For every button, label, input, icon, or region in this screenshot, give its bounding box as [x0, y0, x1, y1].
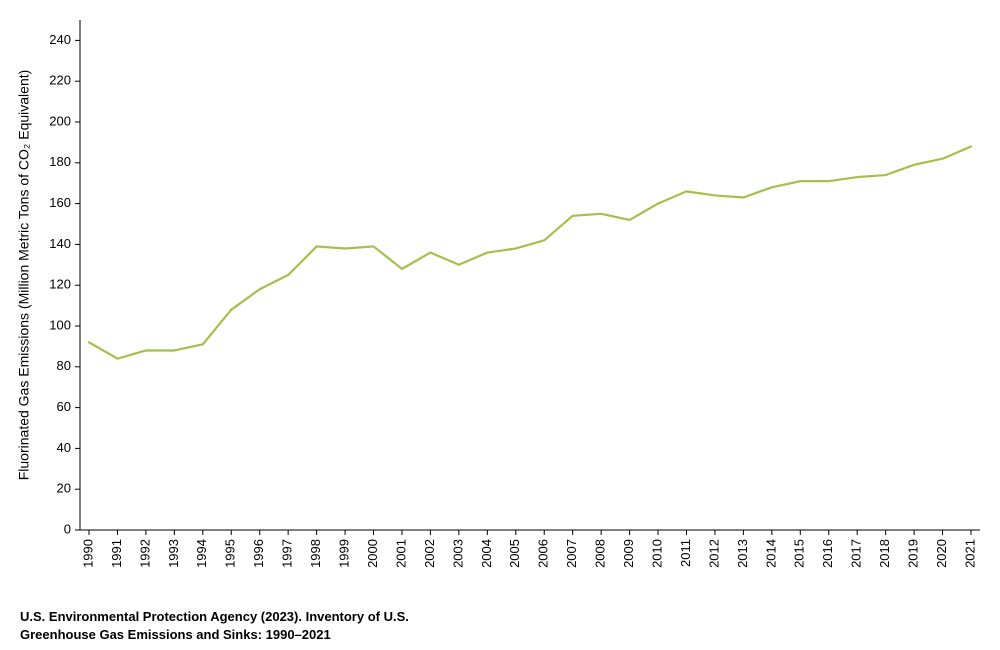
x-tick-label: 2005 [507, 539, 522, 568]
x-tick-label: 2016 [820, 539, 835, 568]
source-citation: U.S. Environmental Protection Agency (20… [20, 608, 409, 643]
x-tick-label: 2001 [393, 539, 408, 568]
x-tick-label: 2015 [792, 539, 807, 568]
x-tick-label: 2012 [706, 539, 721, 568]
x-tick-label: 2021 [962, 539, 977, 568]
y-tick-label: 0 [64, 521, 71, 536]
x-tick-label: 1998 [308, 539, 323, 568]
x-tick-label: 1993 [166, 539, 181, 568]
x-tick-label: 1995 [223, 539, 238, 568]
x-tick-label: 1997 [280, 539, 295, 568]
x-tick-label: 2010 [649, 539, 664, 568]
x-tick-label: 2002 [422, 539, 437, 568]
x-tick-label: 1992 [137, 539, 152, 568]
x-tick-label: 2003 [450, 539, 465, 568]
x-tick-label: 1991 [109, 539, 124, 568]
y-tick-label: 60 [57, 399, 71, 414]
x-tick-label: 2013 [735, 539, 750, 568]
y-tick-label: 100 [49, 317, 71, 332]
x-tick-label: 1994 [194, 539, 209, 568]
x-tick-label: 2017 [849, 539, 864, 568]
x-tick-label: 2009 [621, 539, 636, 568]
y-tick-label: 220 [49, 73, 71, 88]
y-tick-label: 40 [57, 440, 71, 455]
y-tick-label: 180 [49, 154, 71, 169]
source-line-2: Greenhouse Gas Emissions and Sinks: 1990… [20, 626, 409, 644]
x-tick-label: 2020 [934, 539, 949, 568]
chart-container: 0 20 40 60 80 100 120 140 160 180 200 220 240 1990 199… [0, 0, 1000, 650]
x-tick-label: 1990 [80, 539, 95, 568]
y-tick-label: 200 [49, 113, 71, 128]
x-tick-label: 2007 [564, 539, 579, 568]
x-tick-label: 2008 [593, 539, 608, 568]
y-tick-label: 80 [57, 358, 71, 373]
y-axis-label: Fluorinated Gas Emissions (Million Metri… [16, 70, 32, 481]
x-tick-label: 2004 [479, 539, 494, 568]
x-tick-label: 2006 [536, 539, 551, 568]
x-tick-label: 2011 [678, 539, 693, 567]
y-tick-label: 20 [57, 481, 71, 496]
x-tick-label: 2014 [763, 539, 778, 568]
data-line [89, 146, 971, 358]
x-tick-label: 1999 [337, 539, 352, 568]
y-tick-label: 120 [49, 277, 71, 292]
y-tick-label: 160 [49, 195, 71, 210]
x-tick-label: 2000 [365, 539, 380, 568]
x-tick-label: 2019 [906, 539, 921, 568]
y-tick-label: 140 [49, 236, 71, 251]
y-tick-label: 240 [49, 32, 71, 47]
x-tick-label: 1996 [251, 539, 266, 568]
line-chart: 0 20 40 60 80 100 120 140 160 180 200 220 240 1990 199… [0, 0, 1000, 650]
source-line-1: U.S. Environmental Protection Agency (20… [20, 608, 409, 626]
x-tick-label: 2018 [877, 539, 892, 568]
